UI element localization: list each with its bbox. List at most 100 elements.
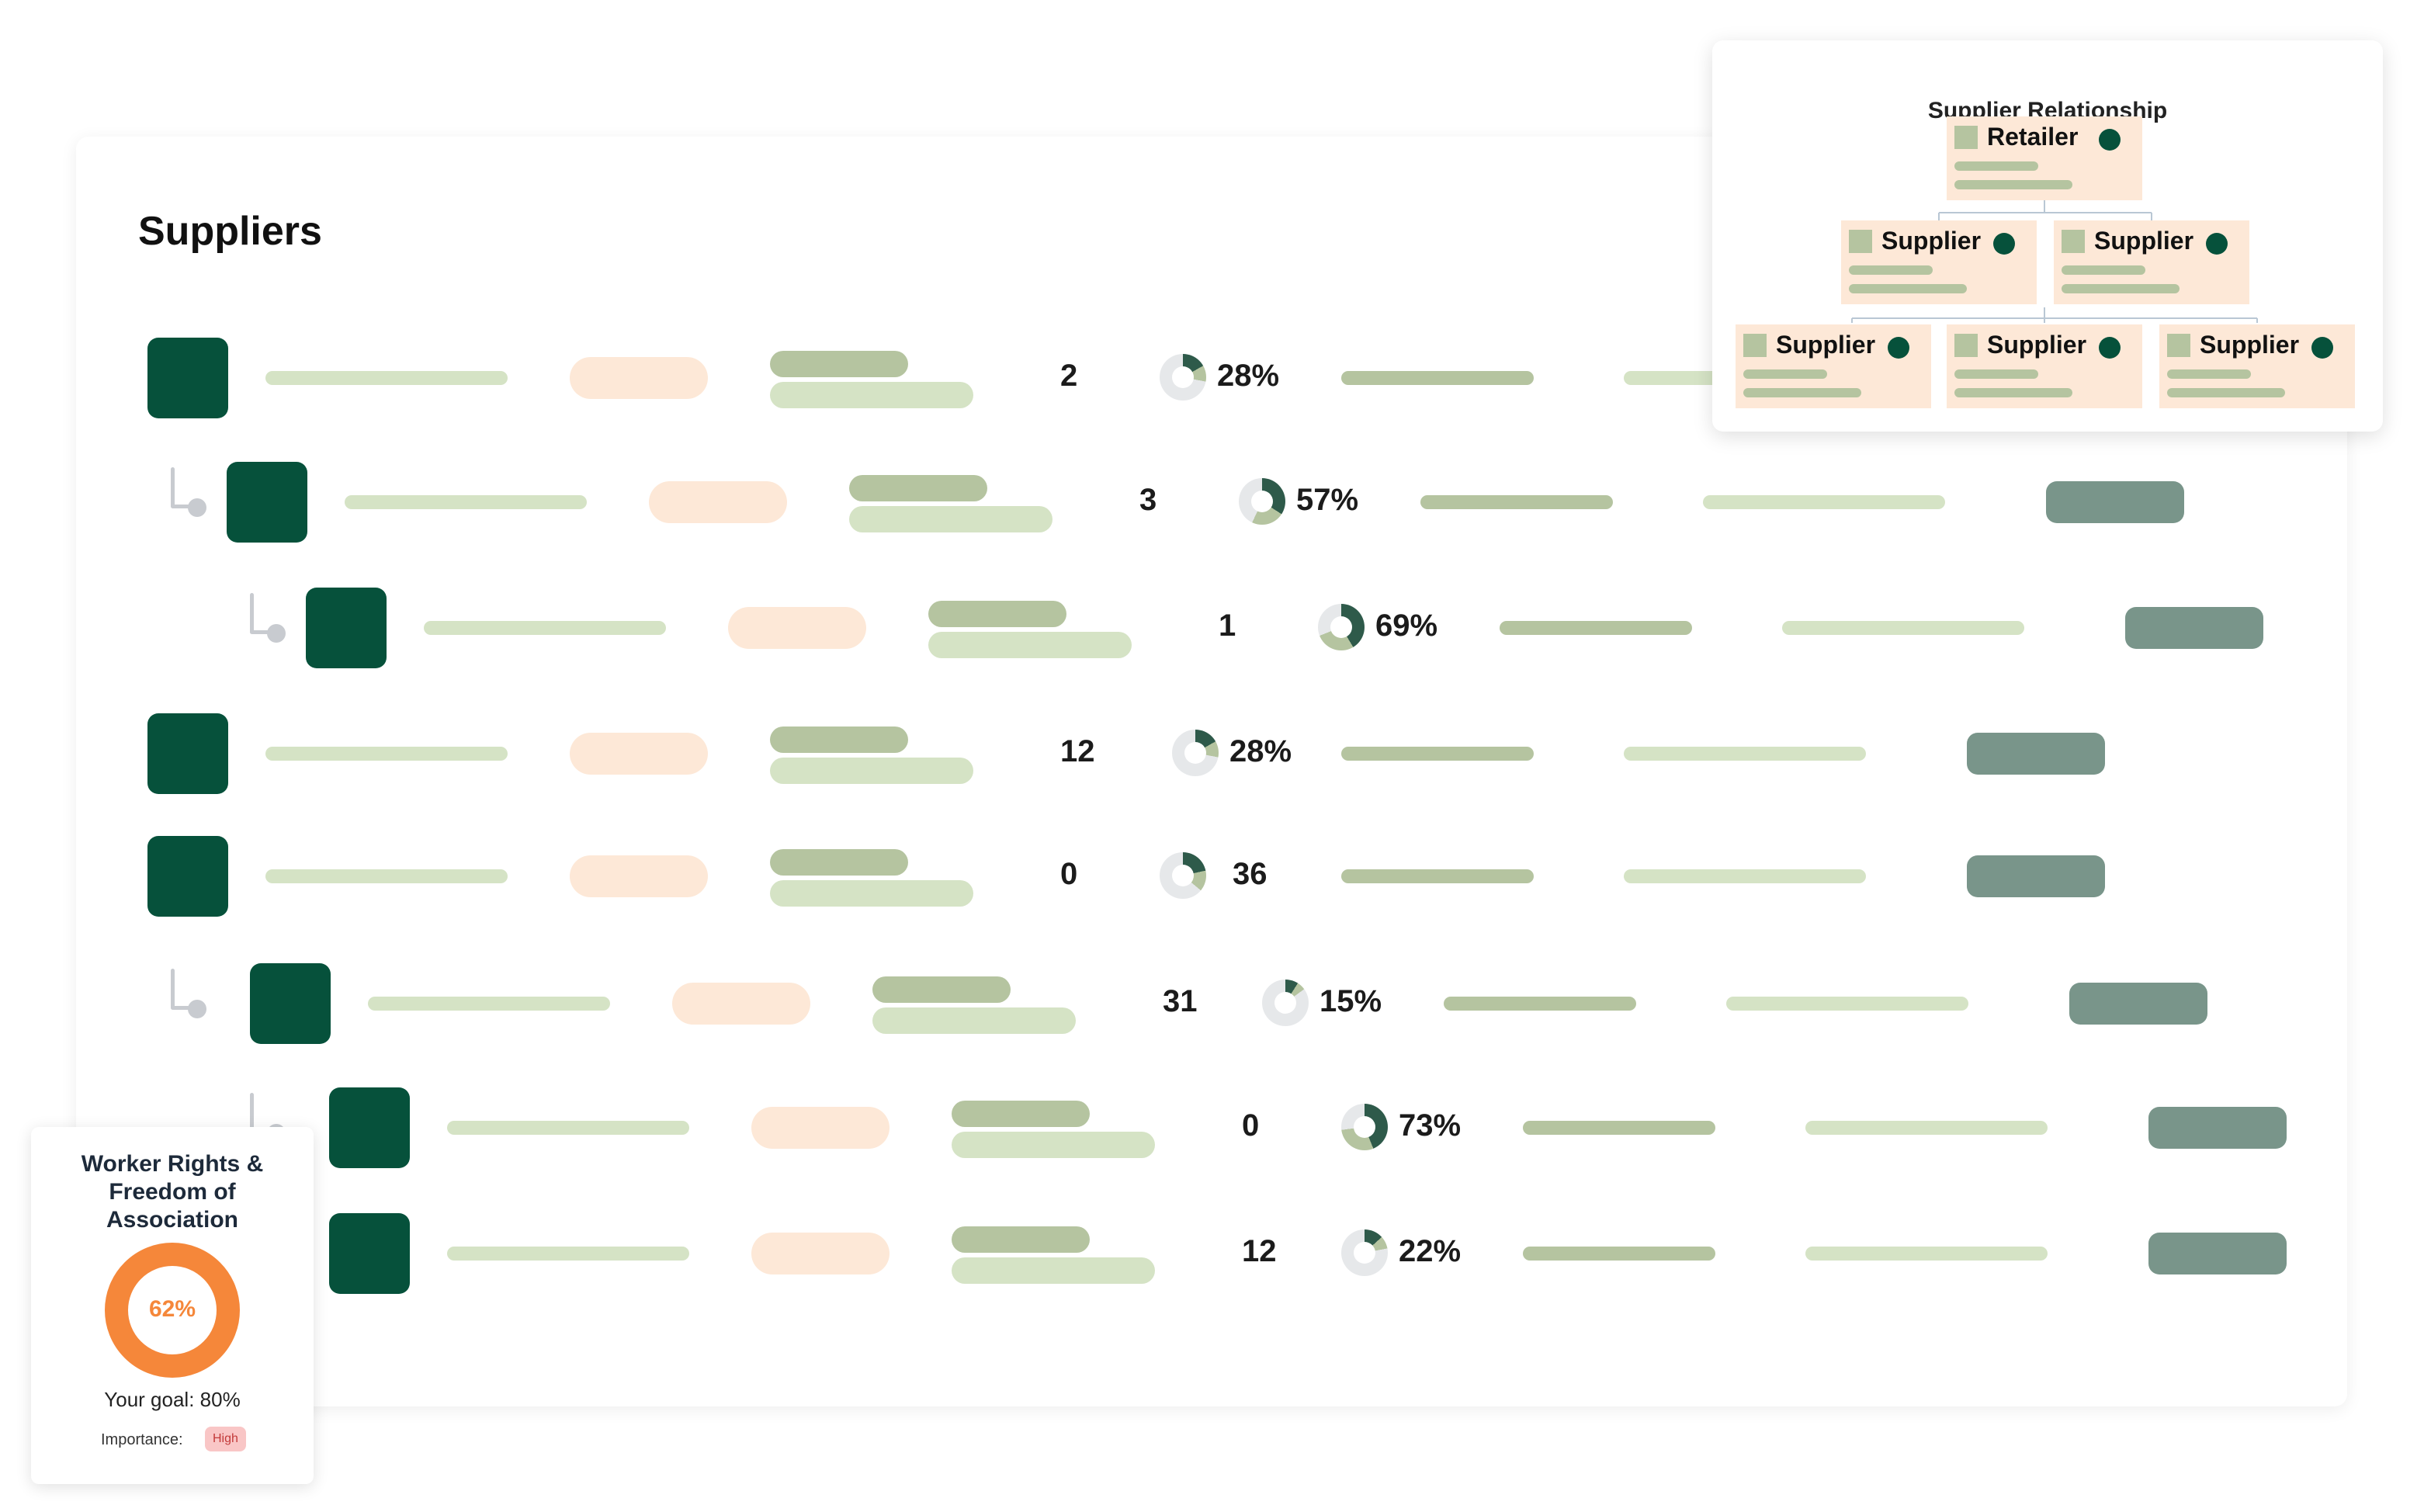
- percent-label: 28%: [1217, 359, 1280, 393]
- status-dot: [2311, 337, 2333, 359]
- placeholder-bar: [1523, 1247, 1715, 1261]
- supplier-row[interactable]: 31 15%: [0, 961, 2431, 1046]
- supplier-avatar: [329, 1213, 410, 1294]
- supplier-name-placeholder: [265, 747, 508, 761]
- placeholder-bar: [928, 601, 1066, 627]
- supplier-row[interactable]: 1 69%: [0, 585, 2431, 671]
- action-button[interactable]: [2069, 983, 2207, 1025]
- placeholder-bar: [952, 1257, 1155, 1284]
- title-line: Freedom of: [109, 1179, 236, 1205]
- progress-donut: [1341, 1229, 1388, 1276]
- supplier-name-placeholder: [345, 495, 587, 509]
- status-dot: [2099, 129, 2121, 151]
- progress-donut: [1160, 852, 1206, 899]
- placeholder-bar: [770, 727, 908, 753]
- supplier-row[interactable]: 0 73%: [0, 1085, 2431, 1170]
- placeholder-bar: [928, 632, 1132, 658]
- progress-donut: [1318, 604, 1365, 650]
- node-supplier[interactable]: Supplier: [2054, 220, 2249, 304]
- supplier-count: 0: [1242, 1108, 1260, 1143]
- node-label: Retailer: [1987, 123, 2079, 151]
- supplier-count: 3: [1139, 483, 1157, 517]
- placeholder-bar: [770, 849, 908, 876]
- percent-label: 28%: [1229, 734, 1292, 768]
- node-label: Supplier: [2094, 227, 2194, 255]
- placeholder-line: [2062, 284, 2180, 293]
- worker-rights-card[interactable]: Worker Rights & Freedom of Association 6…: [31, 1127, 314, 1484]
- percent-label: 36: [1233, 857, 1268, 891]
- placeholder-bar: [1805, 1121, 2048, 1135]
- importance-badge: High: [205, 1427, 246, 1451]
- node-supplier[interactable]: Supplier: [1736, 324, 1931, 408]
- placeholder-bar: [1703, 495, 1945, 509]
- node-icon: [1849, 230, 1872, 253]
- progress-donut: [1239, 478, 1285, 525]
- supplier-name-placeholder: [368, 997, 610, 1011]
- status-dot: [1993, 233, 2015, 255]
- supplier-row[interactable]: 12 22%: [0, 1211, 2431, 1296]
- placeholder-bar: [1500, 621, 1692, 635]
- placeholder-line: [1849, 265, 1933, 275]
- placeholder-line: [1849, 284, 1967, 293]
- placeholder-line: [1954, 369, 2038, 379]
- percent-label: 73%: [1399, 1108, 1462, 1143]
- supplier-count: 31: [1163, 984, 1198, 1018]
- node-supplier[interactable]: Supplier: [1841, 220, 2037, 304]
- progress-donut: [1160, 354, 1206, 401]
- status-pill: [751, 1233, 890, 1274]
- placeholder-bar: [1341, 371, 1534, 385]
- hierarchy-connector: [171, 969, 206, 1018]
- hierarchy-connector: [171, 467, 206, 517]
- progress-donut: [1172, 730, 1219, 776]
- status-pill: [728, 607, 866, 649]
- placeholder-bar: [1420, 495, 1613, 509]
- supplier-avatar: [250, 963, 331, 1044]
- node-label: Supplier: [2200, 331, 2300, 359]
- placeholder-bar: [770, 758, 973, 784]
- node-icon: [2167, 334, 2190, 357]
- progress-donut: [1262, 980, 1309, 1026]
- importance-label: Importance:: [101, 1431, 183, 1448]
- placeholder-bar: [1341, 747, 1534, 761]
- placeholder-bar: [1624, 869, 1866, 883]
- goal-text: Your goal: 80%: [104, 1388, 241, 1411]
- status-pill: [672, 983, 810, 1025]
- status-pill: [570, 357, 708, 399]
- placeholder-line: [2167, 369, 2251, 379]
- node-supplier[interactable]: Supplier: [1947, 324, 2142, 408]
- supplier-name-placeholder: [447, 1247, 689, 1261]
- supplier-row[interactable]: 12 28%: [0, 711, 2431, 796]
- placeholder-bar: [770, 351, 908, 377]
- placeholder-bar: [849, 506, 1053, 532]
- status-dot: [2206, 233, 2228, 255]
- supplier-count: 12: [1242, 1234, 1277, 1268]
- action-button[interactable]: [2148, 1233, 2287, 1274]
- placeholder-bar: [1523, 1121, 1715, 1135]
- node-retailer[interactable]: Retailer: [1947, 116, 2142, 200]
- action-button[interactable]: [2148, 1107, 2287, 1149]
- placeholder-bar: [1805, 1247, 2048, 1261]
- node-supplier[interactable]: Supplier: [2159, 324, 2355, 408]
- supplier-avatar: [147, 338, 228, 418]
- progress-arc: [105, 1243, 240, 1378]
- supplier-count: 0: [1060, 857, 1078, 891]
- status-dot: [2099, 337, 2121, 359]
- placeholder-bar: [770, 382, 973, 408]
- placeholder-bar: [1782, 621, 2024, 635]
- node-icon: [2062, 230, 2085, 253]
- status-pill: [570, 733, 708, 775]
- supplier-name-placeholder: [265, 869, 508, 883]
- supplier-row[interactable]: 0 36: [0, 834, 2431, 919]
- supplier-avatar: [147, 836, 228, 917]
- action-button[interactable]: [1967, 855, 2105, 897]
- placeholder-line: [1954, 388, 2072, 397]
- placeholder-bar: [952, 1101, 1090, 1127]
- placeholder-line: [1743, 388, 1861, 397]
- action-button[interactable]: [2125, 607, 2263, 649]
- supplier-count: 12: [1060, 734, 1095, 768]
- placeholder-bar: [952, 1132, 1155, 1158]
- supplier-row[interactable]: 3 57%: [0, 459, 2431, 545]
- action-button[interactable]: [1967, 733, 2105, 775]
- action-button[interactable]: [2046, 481, 2184, 523]
- status-pill: [751, 1107, 890, 1149]
